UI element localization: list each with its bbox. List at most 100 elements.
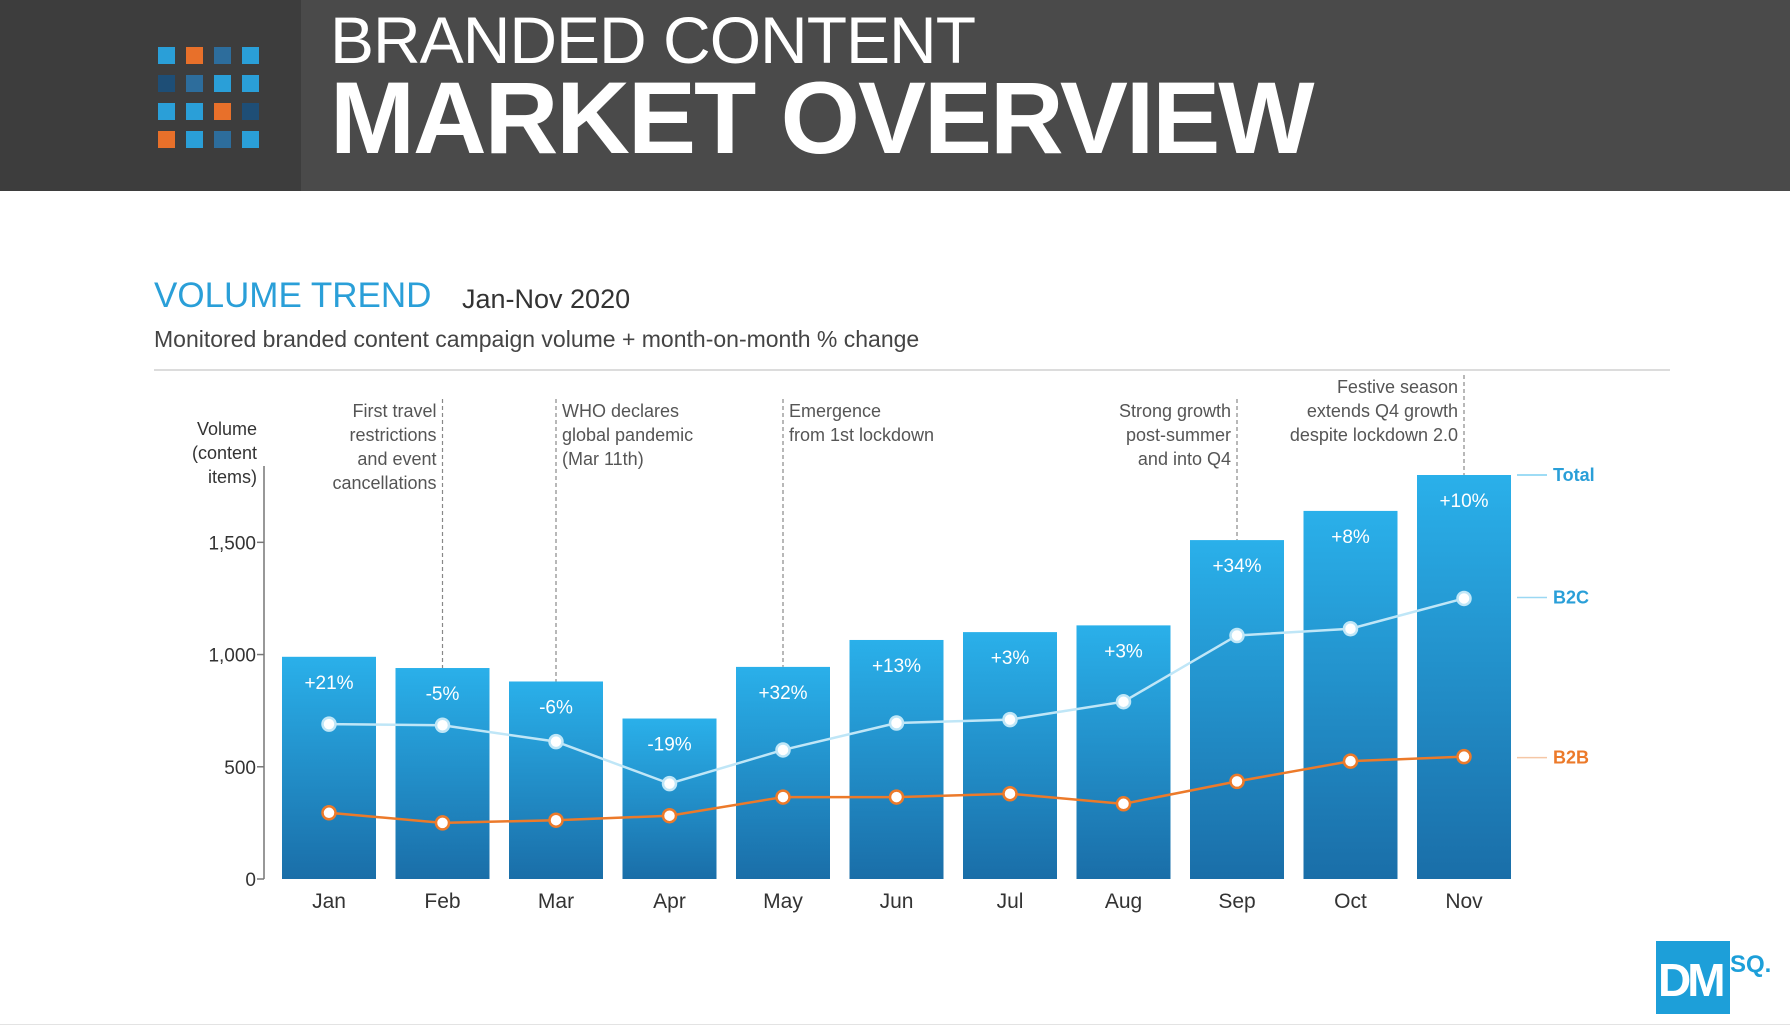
bar-label: -19% bbox=[647, 735, 691, 756]
b2c-point bbox=[434, 717, 451, 734]
y-axis-title: Volume bbox=[197, 419, 257, 439]
y-tick-label: 0 bbox=[245, 870, 256, 891]
logo-square bbox=[158, 75, 175, 92]
y-axis-title: (content bbox=[192, 443, 257, 463]
b2b-point bbox=[775, 789, 791, 805]
b2c-point bbox=[888, 715, 905, 731]
annotation-text: First travel bbox=[352, 401, 436, 421]
divider bbox=[154, 369, 1670, 371]
section-date: Jan-Nov 2020 bbox=[462, 284, 631, 314]
logo-square bbox=[186, 103, 203, 120]
legend-label-total: Total bbox=[1553, 465, 1595, 485]
annotation-text: WHO declares bbox=[562, 401, 679, 421]
x-tick-label: Feb bbox=[424, 890, 460, 913]
logo-square bbox=[186, 47, 203, 64]
bar-label: +13% bbox=[872, 656, 921, 677]
b2b-point bbox=[888, 789, 905, 805]
b2b-point bbox=[321, 805, 337, 821]
bar-label: +10% bbox=[1439, 491, 1488, 512]
annotation-text: extends Q4 growth bbox=[1307, 401, 1458, 421]
annotation-text: cancellations bbox=[332, 473, 436, 493]
annotation-text: and into Q4 bbox=[1138, 449, 1231, 469]
bar-jun bbox=[849, 639, 944, 879]
annotation-text: Emergence bbox=[789, 401, 881, 421]
bottom-divider bbox=[0, 1024, 1790, 1025]
logo-square bbox=[214, 131, 231, 148]
grid-logo-icon bbox=[158, 47, 260, 149]
dmsq-logo-mark: DM bbox=[1658, 954, 1726, 1006]
annotation-text: and event bbox=[357, 449, 436, 469]
y-axis-title: items) bbox=[208, 467, 257, 487]
annotation-text: post-summer bbox=[1126, 425, 1231, 445]
y-tick-label: 1,500 bbox=[208, 533, 256, 554]
logo-panel bbox=[0, 0, 301, 191]
bar-may bbox=[736, 666, 830, 879]
annotation-text: restrictions bbox=[349, 425, 436, 445]
x-tick-label: Jun bbox=[880, 890, 914, 913]
b2b-point bbox=[1002, 785, 1018, 802]
bar-label: +3% bbox=[1104, 641, 1143, 662]
annotation-text: from 1st lockdown bbox=[789, 425, 934, 445]
b2b-point bbox=[548, 812, 564, 828]
x-tick-label: Nov bbox=[1445, 890, 1483, 913]
y-tick-label: 500 bbox=[224, 758, 256, 779]
legend-label-b2c: B2C bbox=[1553, 587, 1589, 607]
bar-label: +3% bbox=[991, 648, 1030, 669]
logo-square bbox=[158, 103, 175, 120]
b2c-point bbox=[775, 742, 791, 758]
bar-label: -5% bbox=[426, 684, 460, 705]
b2c-point bbox=[548, 733, 564, 750]
logo-square bbox=[186, 131, 203, 148]
bar-label: +32% bbox=[758, 683, 807, 704]
bar-label: -6% bbox=[539, 697, 573, 718]
annotation-text: Strong growth bbox=[1119, 401, 1231, 421]
annotation-text: (Mar 11th) bbox=[562, 449, 644, 469]
bar-feb bbox=[395, 668, 490, 879]
logo-square bbox=[242, 47, 259, 64]
b2b-point bbox=[434, 815, 451, 831]
b2b-point bbox=[1229, 773, 1245, 790]
b2c-point bbox=[1002, 711, 1018, 728]
bar-label: +21% bbox=[304, 673, 353, 694]
logo-square bbox=[242, 131, 259, 148]
bar-jul bbox=[963, 632, 1057, 879]
bar-mar bbox=[509, 681, 603, 879]
logo-square bbox=[214, 47, 231, 64]
annotation-text: Festive season bbox=[1337, 377, 1458, 397]
dmsq-logo-box bbox=[1656, 941, 1730, 1014]
x-tick-label: Mar bbox=[538, 890, 574, 913]
b2b-point bbox=[1456, 748, 1472, 765]
bar-aug bbox=[1076, 625, 1171, 879]
b2b-point bbox=[661, 807, 678, 824]
logo-square bbox=[214, 103, 231, 120]
x-tick-label: Sep bbox=[1218, 890, 1255, 913]
b2b-point bbox=[1342, 753, 1359, 769]
logo-square bbox=[158, 47, 175, 64]
bar-sep bbox=[1190, 540, 1284, 879]
x-tick-label: Apr bbox=[653, 890, 686, 913]
b2c-point bbox=[1456, 590, 1472, 607]
annotation-text: despite lockdown 2.0 bbox=[1290, 425, 1458, 445]
annotation-text: global pandemic bbox=[562, 425, 693, 445]
bar-label: +34% bbox=[1212, 556, 1261, 577]
dmsq-logo: DM SQ. bbox=[1656, 941, 1776, 1017]
x-tick-label: Jan bbox=[312, 890, 346, 913]
b2c-point bbox=[321, 716, 337, 732]
logo-square bbox=[186, 75, 203, 92]
bar-label: +8% bbox=[1331, 527, 1370, 548]
logo-square bbox=[158, 131, 175, 148]
b2c-point bbox=[661, 775, 678, 792]
bar-oct bbox=[1303, 510, 1398, 879]
x-tick-label: Jul bbox=[997, 890, 1024, 913]
header-title-line2: MARKET OVERVIEW bbox=[330, 61, 1315, 175]
logo-square bbox=[214, 75, 231, 92]
section-title: VOLUME TREND bbox=[154, 276, 432, 315]
section-subtitle: Monitored branded content campaign volum… bbox=[154, 326, 920, 352]
header-title-line1: BRANDED CONTENT bbox=[330, 3, 976, 77]
bar-apr bbox=[622, 718, 717, 879]
legend-label-b2b: B2B bbox=[1553, 748, 1589, 768]
logo-square bbox=[242, 103, 259, 120]
b2b-point bbox=[1115, 796, 1132, 812]
logo-square bbox=[242, 75, 259, 92]
